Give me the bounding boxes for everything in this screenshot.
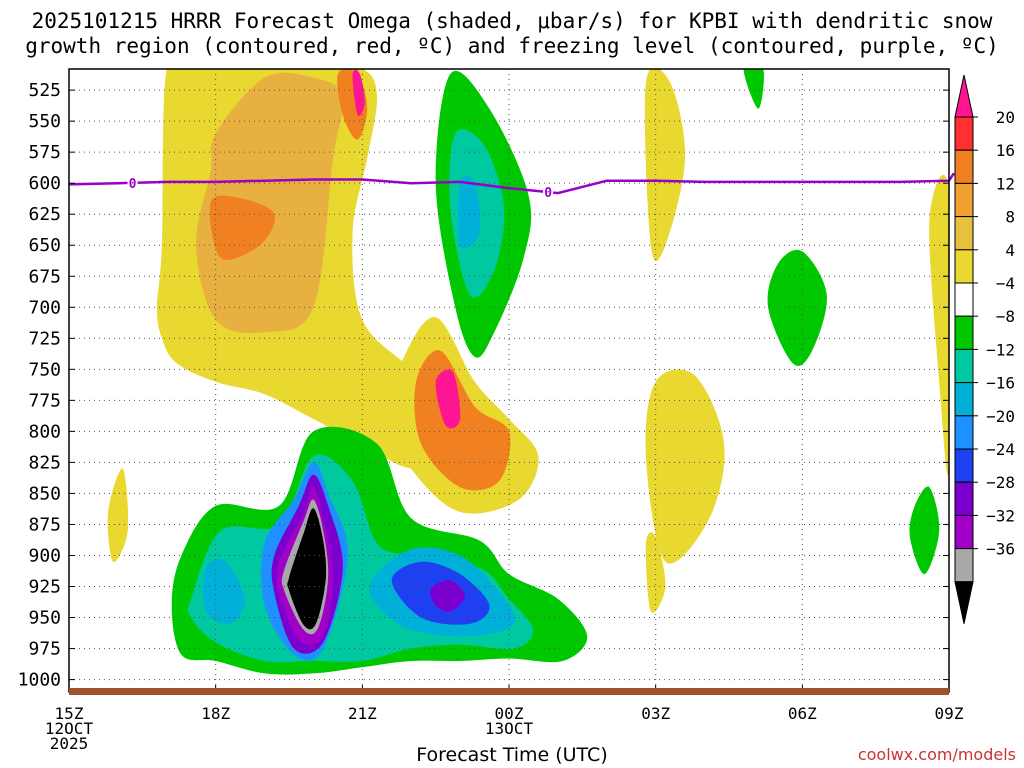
y-tick-label: 800	[28, 421, 61, 442]
omega-region-19	[909, 486, 940, 575]
colorbar-swatch	[954, 448, 974, 483]
colorbar-swatch	[954, 116, 974, 151]
freezing-label-bg-1	[543, 185, 554, 199]
colorbar-label: 20	[996, 108, 1015, 127]
y-tick-label: 825	[28, 452, 61, 473]
omega-region-7	[435, 369, 461, 429]
y-tick-label: 750	[28, 359, 61, 380]
omega-region-4	[352, 69, 365, 117]
x-tick-label: 15Z	[55, 704, 84, 723]
y-tick-label: 875	[28, 514, 61, 535]
omega-region-12	[107, 468, 129, 563]
freezing-label-bg-0	[127, 175, 138, 189]
colorbar-label: −20	[986, 407, 1015, 426]
colorbar-swatch	[954, 348, 974, 384]
y-axis: 525 550 575 600 625 650 675 700 725 750 775 800 825 8…	[18, 80, 949, 691]
omega-region-30	[287, 508, 327, 630]
y-tick-label: 650	[28, 235, 61, 256]
y-tick-label: 775	[28, 390, 61, 411]
colorbar-swatch	[954, 382, 974, 417]
y-tick-label: 675	[28, 266, 61, 287]
omega-region-16	[457, 176, 481, 249]
y-tick-label: 950	[28, 608, 61, 629]
x-tick-label: 18Z	[201, 704, 230, 723]
y-tick-label: 700	[28, 297, 61, 318]
x-tick-label: 03Z	[641, 704, 670, 723]
x-tick-label: 13OCT	[485, 719, 534, 738]
y-tick-label: 575	[28, 142, 61, 163]
y-tick-label: 525	[28, 80, 61, 101]
colorbar-label: −32	[986, 506, 1015, 525]
x-tick-label: 09Z	[935, 704, 964, 723]
colorbar-label: −24	[986, 440, 1015, 459]
colorbar-swatch	[954, 249, 974, 284]
x-tick-label: 21Z	[348, 704, 377, 723]
omega-region-11	[645, 532, 666, 613]
colorbar-label: −16	[986, 374, 1015, 393]
omega-region-18	[767, 249, 827, 366]
colorbar-swatch	[954, 282, 974, 317]
y-tick-label: 1000	[18, 670, 61, 691]
colorbar-label: 4	[1005, 241, 1015, 260]
chart-title-line-1: 2025101215 HRRR Forecast Omega (shaded, …	[31, 9, 993, 33]
omega-region-2	[209, 195, 275, 260]
omega-region-8	[644, 69, 686, 261]
colorbar-swatch	[954, 514, 974, 550]
freezing-level-line	[68, 172, 955, 195]
freezing-level-label: 0	[129, 177, 137, 192]
x-tick-label: 06Z	[788, 704, 817, 723]
freezing-level: 00	[68, 172, 955, 201]
y-tick-label: 850	[28, 483, 61, 504]
colorbar-top-arrow	[954, 74, 974, 118]
omega-region-25	[430, 580, 465, 612]
x-tick-label: 00Z	[495, 704, 524, 723]
ground-strip	[69, 688, 949, 695]
colorbar-swatch	[954, 216, 974, 251]
colorbar-label: −4	[996, 274, 1015, 293]
colorbar-swatch	[954, 149, 974, 184]
x-tick-label: 12OCT	[45, 719, 94, 738]
colorbar-label: −12	[986, 340, 1015, 359]
colorbar-swatch	[954, 415, 974, 450]
x-axis-label: Forecast Time (UTC)	[416, 744, 608, 766]
colorbar-swatch	[954, 315, 974, 350]
y-tick-label: 725	[28, 328, 61, 349]
colorbar-swatch	[954, 548, 974, 583]
chart-title-line-2: growth region (contoured, red, ºC) and f…	[25, 34, 999, 58]
colorbar-label: −28	[986, 473, 1015, 492]
y-tick-label: 550	[28, 111, 61, 132]
omega-region-13	[929, 175, 949, 476]
omega-region-10	[645, 369, 725, 564]
freezing-level-label: 0	[544, 186, 552, 201]
x-tick-label: 2025	[50, 734, 89, 753]
grid-lines	[69, 69, 949, 692]
colorbar-label: 12	[996, 174, 1015, 193]
colorbar-label: 16	[996, 141, 1015, 160]
y-tick-label: 625	[28, 204, 61, 225]
omega-region-22	[203, 559, 246, 625]
omega-region-1	[196, 72, 344, 334]
y-tick-label: 925	[28, 577, 61, 598]
credit-link[interactable]: coolwx.com/models	[857, 745, 1016, 764]
colorbar-swatch	[954, 481, 974, 516]
colorbar-label: 8	[1005, 208, 1015, 227]
colorbar: 20 16 12 8 4 −4 −8 −12 −16 −20 −24 −28 −32 −36	[954, 74, 1015, 624]
y-tick-label: 900	[28, 545, 61, 566]
omega-region-17	[743, 69, 764, 109]
colorbar-swatch	[954, 182, 974, 218]
y-tick-label: 975	[28, 639, 61, 660]
omega-shading	[107, 69, 949, 675]
y-tick-label: 600	[28, 173, 61, 194]
colorbar-label: −8	[996, 307, 1015, 326]
colorbar-label: −36	[986, 540, 1015, 559]
colorbar-bottom-arrow	[954, 581, 974, 624]
